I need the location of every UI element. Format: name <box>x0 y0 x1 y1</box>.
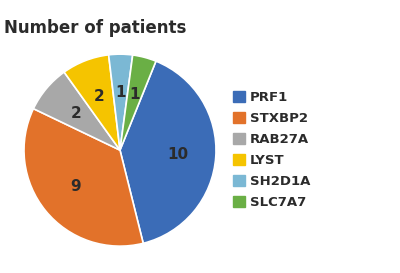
Wedge shape <box>64 55 120 150</box>
Text: 2: 2 <box>70 106 81 121</box>
Text: Number of patients: Number of patients <box>4 19 186 37</box>
Text: 1: 1 <box>115 85 126 100</box>
Wedge shape <box>120 61 216 243</box>
Text: 10: 10 <box>167 147 188 162</box>
Text: 2: 2 <box>94 89 104 104</box>
Wedge shape <box>24 109 143 246</box>
Legend: PRF1, STXBP2, RAB27A, LYST, SH2D1A, SLC7A7: PRF1, STXBP2, RAB27A, LYST, SH2D1A, SLC7… <box>227 86 316 214</box>
Text: 9: 9 <box>70 179 81 194</box>
Wedge shape <box>120 55 156 150</box>
Wedge shape <box>34 72 120 150</box>
Text: 1: 1 <box>130 87 140 102</box>
Wedge shape <box>109 54 133 150</box>
